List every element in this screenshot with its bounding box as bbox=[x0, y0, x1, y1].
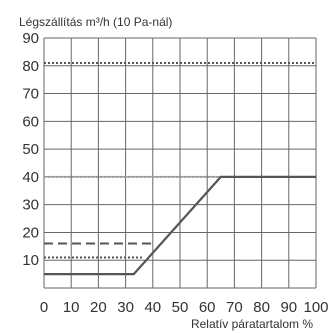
x-tick-labels: 0 10 20 30 40 50 60 70 80 90 100 bbox=[40, 299, 329, 316]
reference-lines bbox=[44, 62, 316, 259]
x-tick-label: 70 bbox=[226, 299, 243, 316]
y-tick-label: 80 bbox=[22, 58, 39, 75]
x-tick-label: 60 bbox=[199, 299, 216, 316]
x-tick-label: 30 bbox=[117, 299, 134, 316]
y-tick-label: 60 bbox=[22, 113, 39, 130]
series-line-1 bbox=[44, 175, 316, 276]
y-tick-label: 90 bbox=[22, 30, 39, 47]
x-tick-label: 0 bbox=[40, 299, 48, 316]
horizontal-gridlines bbox=[44, 37, 316, 289]
y-tick-label: 10 bbox=[22, 252, 39, 269]
vertical-gridlines bbox=[43, 38, 317, 288]
x-tick-label: 20 bbox=[90, 299, 107, 316]
x-tick-label: 50 bbox=[172, 299, 189, 316]
x-tick-label: 100 bbox=[303, 299, 328, 316]
y-tick-label: 20 bbox=[22, 224, 39, 241]
data-series bbox=[44, 175, 316, 276]
y-tick-labels: 10 20 30 40 50 60 70 80 90 bbox=[22, 30, 39, 269]
x-axis-title: Relatív páratartalom % bbox=[191, 317, 313, 331]
x-tick-label: 80 bbox=[253, 299, 270, 316]
y-tick-label: 40 bbox=[22, 169, 39, 186]
y-axis-title: Légszállítás m³/h (10 Pa-nál) bbox=[19, 15, 172, 29]
y-tick-label: 50 bbox=[22, 141, 39, 158]
x-tick-label: 10 bbox=[63, 299, 80, 316]
x-tick-label: 90 bbox=[280, 299, 297, 316]
x-tick-label: 40 bbox=[144, 299, 161, 316]
y-tick-label: 30 bbox=[22, 197, 39, 214]
y-tick-label: 70 bbox=[22, 86, 39, 103]
